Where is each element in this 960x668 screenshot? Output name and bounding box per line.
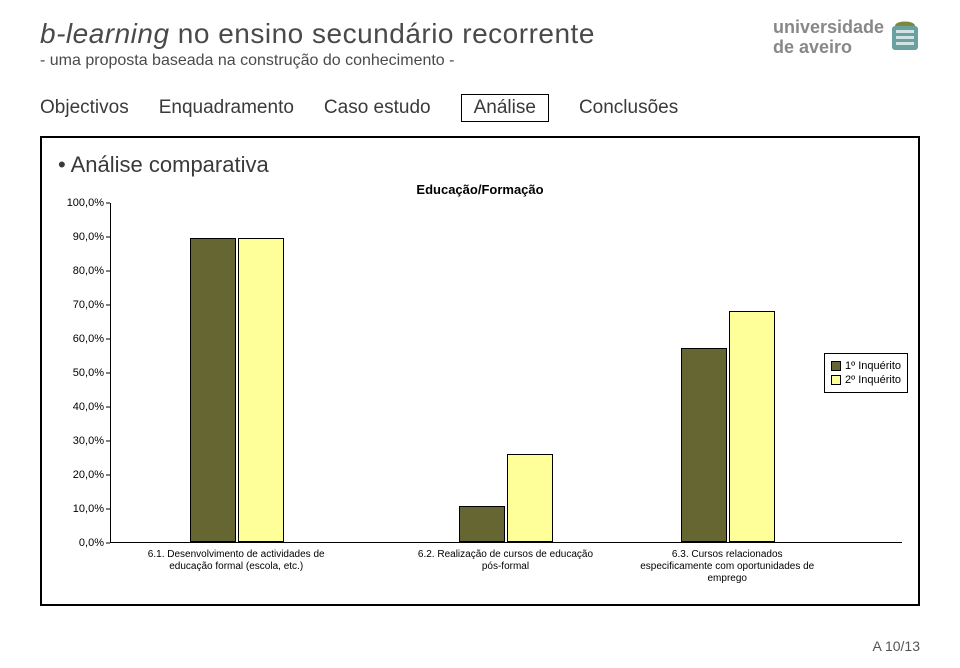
chart: 0,0%10,0%20,0%30,0%40,0%50,0%60,0%70,0%8… [58,203,902,543]
section-heading: Análise comparativa [58,152,902,178]
y-tick-label: 80,0% [73,265,104,277]
bar [681,348,727,542]
bar [459,506,505,542]
legend-label: 1º Inquérito [845,360,901,372]
chart-plot-area: 1º Inquérito 2º Inquérito [110,203,902,543]
university-line2: de aveiro [773,38,884,58]
legend-swatch-icon [831,361,841,371]
page-number: A 10/13 [873,638,921,654]
bar [190,238,236,542]
x-tick-label: 6.1. Desenvolvimento de actividades de e… [141,549,331,573]
y-tick-label: 50,0% [73,367,104,379]
chart-y-axis: 0,0%10,0%20,0%30,0%40,0%50,0%60,0%70,0%8… [58,203,110,543]
nav-item-objectivos[interactable]: Objectivos [40,97,129,119]
y-tick-label: 90,0% [73,231,104,243]
title-rest: no ensino secundário recorrente [170,18,595,49]
bar-group [190,238,284,542]
y-tick-label: 20,0% [73,469,104,481]
chart-title: Educação/Formação [58,182,902,197]
content-panel: Análise comparativa Educação/Formação 0,… [40,136,920,606]
nav-item-enquadramento[interactable]: Enquadramento [159,97,294,119]
x-tick-label: 6.3. Cursos relacionados especificamente… [632,549,822,585]
chart-x-labels: 6.1. Desenvolvimento de actividades de e… [110,549,902,589]
y-tick-label: 70,0% [73,299,104,311]
breadcrumb-nav: Objectivos Enquadramento Caso estudo Anális… [40,94,920,122]
bar [729,311,775,542]
bar [507,454,553,542]
y-tick-label: 0,0% [79,537,104,549]
legend-label: 2º Inquérito [845,374,901,386]
nav-item-análise[interactable]: Análise [461,94,549,122]
legend-row: 2º Inquérito [831,374,901,386]
y-tick-label: 100,0% [67,197,104,209]
nav-item-caso-estudo[interactable]: Caso estudo [324,97,431,119]
bar-group [681,311,775,542]
x-tick-label: 6.2. Realização de cursos de educação pó… [410,549,600,573]
bar-group [459,454,553,542]
y-tick-label: 40,0% [73,401,104,413]
title-italic: b-learning [40,18,170,49]
university-logo: universidade de aveiro [773,18,920,58]
y-tick-label: 30,0% [73,435,104,447]
y-tick-label: 60,0% [73,333,104,345]
nav-item-conclusões[interactable]: Conclusões [579,97,678,119]
university-mark-icon [890,18,920,54]
y-tick-label: 10,0% [73,503,104,515]
university-line1: universidade [773,18,884,38]
legend-swatch-icon [831,375,841,385]
legend-row: 1º Inquérito [831,360,901,372]
bar [238,238,284,542]
chart-legend: 1º Inquérito 2º Inquérito [824,353,908,393]
